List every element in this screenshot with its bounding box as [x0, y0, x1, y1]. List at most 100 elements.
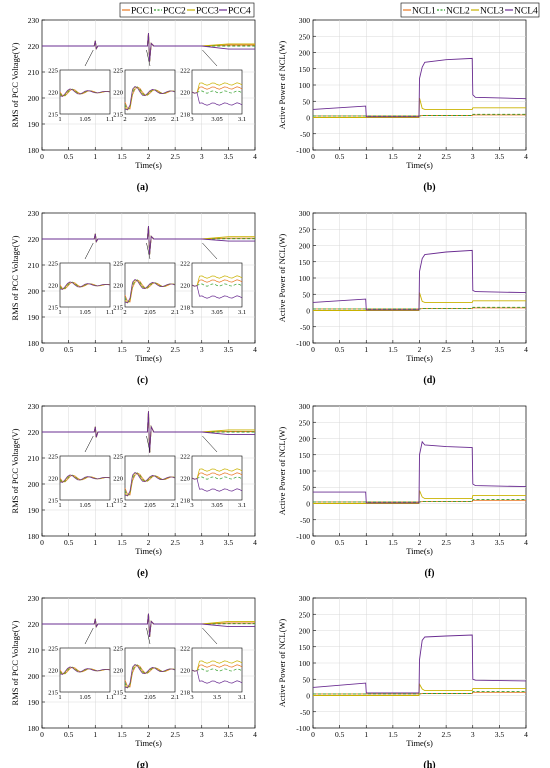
legend-ncl3-label: NCL3	[480, 7, 504, 17]
series-line-pcc4	[42, 32, 255, 62]
inset-y-tick-label: 225	[113, 454, 123, 461]
series-line-ncl3	[313, 292, 526, 311]
panel-caption: (b)	[423, 182, 435, 193]
inset-series-pcc1	[59, 666, 111, 675]
x-tick-label: 2	[147, 345, 151, 354]
x-tick-label: 0.5	[335, 538, 345, 547]
inset-series-pcc3	[191, 660, 243, 672]
inset-x-tick-label: 3	[190, 694, 193, 701]
x-tick-label: 1	[93, 152, 97, 161]
y-tick-label: 220	[28, 428, 40, 437]
y-tick-label: 150	[299, 65, 311, 74]
y-tick-label: 230	[28, 594, 40, 603]
inset-x-tick-label: 2	[123, 116, 126, 123]
y-tick-label: 100	[299, 467, 311, 476]
inset-y-tick-label: 220	[180, 283, 190, 290]
y-axis-label: RMS of PCC Voltage(V)	[10, 428, 20, 513]
inset-2: 215 220 225 2 2.05 2.1	[113, 627, 179, 701]
inset-x-tick-label: 3	[190, 502, 193, 509]
y-axis-label: Active Power of NCL(W)	[277, 234, 287, 323]
panel-caption: (d)	[423, 375, 435, 386]
y-tick-label: 300	[299, 402, 311, 411]
x-tick-label: 3	[200, 730, 204, 739]
x-tick-label: 1.5	[388, 538, 398, 547]
x-tick-label: 3	[200, 152, 204, 161]
x-tick-label: 3	[200, 538, 204, 547]
inset-y-tick-label: 225	[48, 454, 58, 461]
y-tick-label: 230	[28, 402, 40, 411]
x-tick-label: 3.5	[495, 152, 505, 161]
inset-x-tick-label: 2.05	[144, 309, 155, 316]
inset-y-tick-label: 220	[180, 668, 190, 675]
panel-f: -100 -50 0 50 100 150 200 250 300 0 0.5 1 1.5 2 2.5 3 3.…	[277, 402, 528, 579]
x-tick-label: 0	[311, 345, 315, 354]
y-tick-label: 100	[299, 659, 311, 668]
y-tick-label: 210	[28, 261, 40, 270]
x-tick-label: 0.5	[64, 538, 74, 547]
inset-series-pcc1	[59, 281, 111, 290]
inset-y-tick-label: 215	[113, 498, 123, 505]
inset-y-tick-label: 215	[48, 305, 58, 312]
inset-x-tick-label: 3.1	[238, 309, 246, 316]
x-tick-label: 0.5	[335, 730, 345, 739]
inset-1: 215 220 225 1 1.05 1.1	[48, 49, 114, 123]
y-tick-label: 210	[28, 646, 40, 655]
inset-series-pcc2	[191, 90, 243, 94]
inset-arrow	[202, 242, 218, 260]
y-tick-label: 250	[299, 32, 311, 41]
inset-x-tick-label: 2.05	[144, 116, 155, 123]
inset-series-pcc4	[191, 91, 243, 106]
y-tick-label: 250	[299, 610, 311, 619]
inset-y-tick-label: 222	[180, 68, 190, 75]
y-tick-label: -50	[300, 130, 310, 139]
inset-3: 218 220 222 3 3.5 3.1	[180, 627, 246, 701]
inset-y-tick-label: 218	[180, 112, 190, 119]
inset-series-pcc1	[124, 279, 176, 303]
x-tick-label: 3.5	[495, 730, 505, 739]
x-tick-label: 1	[93, 538, 97, 547]
x-tick-label: 2.5	[441, 152, 451, 161]
inset-y-tick-label: 225	[48, 261, 58, 268]
x-tick-label: 2.5	[441, 345, 451, 354]
inset-y-tick-label: 218	[180, 690, 190, 697]
y-tick-label: 0	[306, 307, 310, 316]
inset-y-tick-label: 225	[48, 68, 58, 75]
inset-x-tick-label: 1.1	[106, 309, 114, 316]
y-tick-label: 230	[28, 209, 40, 218]
y-tick-label: 200	[28, 94, 40, 103]
y-tick-label: 150	[299, 451, 311, 460]
inset-1: 215 220 225 1 1.05 1.1	[48, 435, 114, 509]
x-tick-label: 0	[311, 538, 315, 547]
y-tick-label: 200	[299, 627, 311, 636]
panel-a: 180 190 200 210 220 230 0 0.5 1 1.5 2 2.5 3 3.5 4 Time(…	[10, 16, 257, 193]
x-axis-label: Time(s)	[135, 160, 162, 170]
y-tick-label: 100	[299, 81, 311, 90]
inset-series-pcc1	[59, 474, 111, 483]
y-tick-label: 200	[299, 242, 311, 251]
legend-ncl1-label: NCL1	[412, 7, 436, 17]
inset-3: 218 220 222 3 3.05 3.1	[180, 49, 246, 123]
y-tick-label: -100	[296, 532, 310, 541]
inset-arrow	[84, 49, 94, 67]
x-tick-label: 2.5	[441, 538, 451, 547]
y-tick-label: 0	[306, 114, 310, 123]
inset-series-pcc3	[191, 82, 243, 94]
series-line-ncl3	[313, 490, 526, 504]
legend-ncl-box	[400, 2, 540, 18]
legend-pcc1-label: PCC1	[131, 7, 154, 17]
inset-y-tick-label: 215	[48, 498, 58, 505]
inset-x-tick-label: 2.1	[171, 309, 179, 316]
inset-series-pcc3	[191, 468, 243, 480]
panel-c: 180 190 200 210 220 230 0 0.5 1 1.5 2 2.5 3 3.5 4 Time(…	[10, 209, 257, 386]
legend-pcc: PCC1 PCC2 PCC3 PCC4	[119, 2, 255, 18]
x-axis-label: Time(s)	[406, 353, 433, 363]
inset-x-tick-label: 3.05	[211, 309, 222, 316]
series-line-ncl4	[312, 249, 527, 311]
x-tick-label: 1	[364, 538, 368, 547]
inset-y-tick-label: 222	[180, 646, 190, 653]
y-tick-label: 150	[299, 258, 311, 267]
panel-caption: (a)	[137, 182, 149, 193]
inset-y-tick-label: 225	[113, 68, 123, 75]
inset-y-tick-label: 215	[113, 112, 123, 119]
